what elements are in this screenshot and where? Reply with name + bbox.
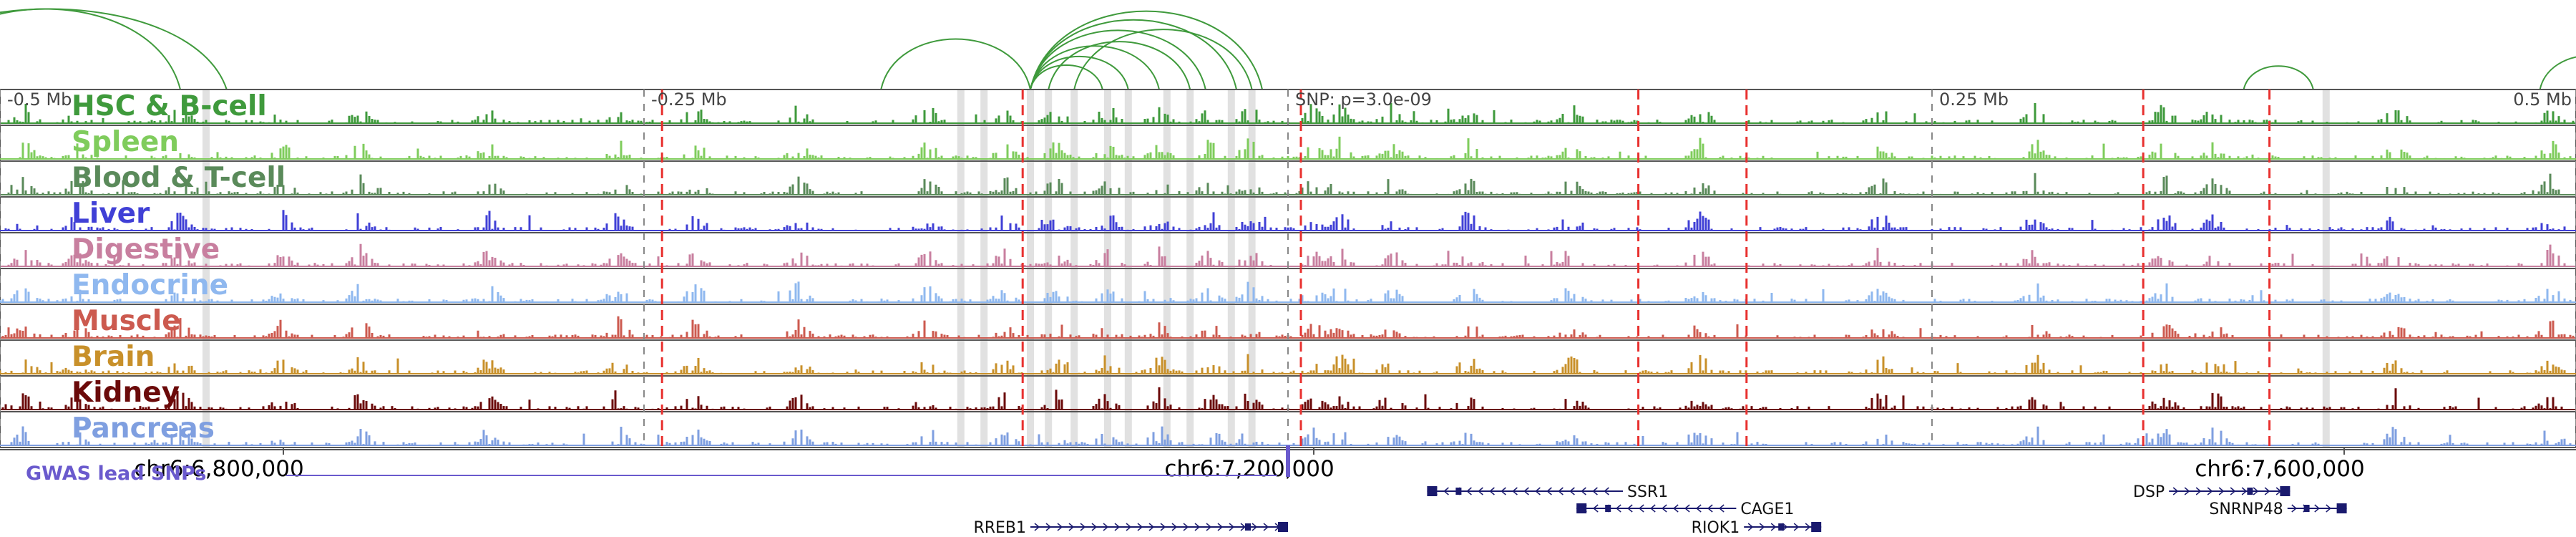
relative-position-axis: -0.5 Mb -0.25 Mb SNP: p=3.0e-09 0.25 Mb 0.5 …	[0, 90, 2576, 448]
gene-riok1: RIOK1	[1692, 519, 1822, 537]
chromatin-link-arc	[1030, 55, 1129, 90]
signal-peaks	[0, 387, 2563, 410]
track-label: Muscle	[72, 305, 181, 337]
gene-strand-arrows	[1747, 523, 1811, 531]
track-label: Spleen	[72, 126, 179, 158]
gene-label: SNRNP48	[2209, 500, 2283, 518]
gwas-track-label: GWAS lead SNPs	[26, 463, 206, 485]
gene-exon	[1455, 488, 1462, 495]
chromatin-link-arc	[1030, 45, 1160, 90]
relative-tick-label: 0.5 Mb	[2513, 90, 2572, 110]
chromatin-link-arc	[1073, 29, 1253, 90]
track-label: Pancreas	[72, 412, 215, 445]
gene-exon	[2280, 486, 2290, 496]
chromatin-link-arc	[1030, 29, 1206, 90]
track-label: HSC & B-cell	[72, 90, 267, 122]
relative-tick-label: -0.25 Mb	[651, 90, 727, 110]
track-label: Liver	[72, 198, 150, 230]
gene-label: DSP	[2133, 483, 2165, 501]
gwas-lead-snp-mark	[1286, 445, 1290, 477]
gene-label: RREB1	[973, 519, 1026, 537]
gene-exon	[2303, 505, 2310, 512]
track-label: Kidney	[72, 377, 180, 409]
gene-rreb1: RREB1	[973, 519, 1288, 537]
gene-exon	[1576, 503, 1587, 513]
gene-label: CAGE1	[1740, 500, 1794, 518]
gene-cage1: CAGE1	[1576, 500, 1794, 518]
gene-exon	[1245, 523, 1251, 531]
gene-strand-arrows	[1034, 523, 1281, 531]
red-snp-markers	[660, 90, 2271, 448]
gene-label: RIOK1	[1692, 519, 1740, 537]
gene-exon	[1278, 522, 1288, 532]
chromatin-link-arc	[0, 8, 181, 90]
gene-exon	[1778, 523, 1785, 531]
coordinate-tick-label: chr6:7,200,000	[1164, 456, 1334, 482]
chromatin-link-arc	[1048, 41, 1191, 90]
chromatin-links	[0, 8, 2576, 90]
chromatin-link-arc	[1030, 19, 1237, 90]
chromatin-link-arc	[1030, 64, 1103, 90]
gene-exon	[2247, 488, 2253, 495]
gwas-lead-snps-track: GWAS lead SNPs	[26, 445, 1290, 485]
track-label: Blood & T-cell	[72, 162, 286, 194]
track-label: Endocrine	[72, 269, 228, 301]
gene-snrnp48: SNRNP48	[2209, 500, 2347, 518]
gene-exon	[1427, 486, 1438, 496]
coordinate-axis: chr6:6,800,000 chr6:7,200,000 chr6:7,600,0…	[0, 448, 2576, 482]
gene-exon	[2336, 503, 2347, 513]
chromatin-link-arc	[2539, 56, 2576, 90]
relative-tick-label: -0.5 Mb	[7, 90, 72, 110]
gene-exon	[1605, 505, 1611, 512]
gene-dsp: DSP	[2133, 483, 2290, 501]
track-label: Digestive	[72, 233, 220, 266]
gene-exon	[1811, 522, 1822, 532]
coordinate-tick-label: chr6:7,600,000	[2195, 456, 2364, 482]
chromatin-link-arc	[2243, 65, 2314, 90]
track-label: Brain	[72, 341, 155, 373]
gene-strand-arrows	[2172, 487, 2282, 495]
chromatin-link-arc	[1030, 10, 1263, 90]
gene-label: SSR1	[1627, 483, 1668, 501]
relative-tick-label: 0.25 Mb	[1939, 90, 2009, 110]
coordinate-tick-label: chr6:6,800,000	[134, 456, 303, 482]
relative-tick-label: SNP: p=3.0e-09	[1295, 90, 1432, 110]
track-labels: HSC & B-cell Spleen Blood & T-cell LiverDig…	[72, 90, 286, 445]
chromatin-link-arc	[880, 38, 1031, 90]
gene-ssr1: SSR1	[1427, 483, 1668, 501]
